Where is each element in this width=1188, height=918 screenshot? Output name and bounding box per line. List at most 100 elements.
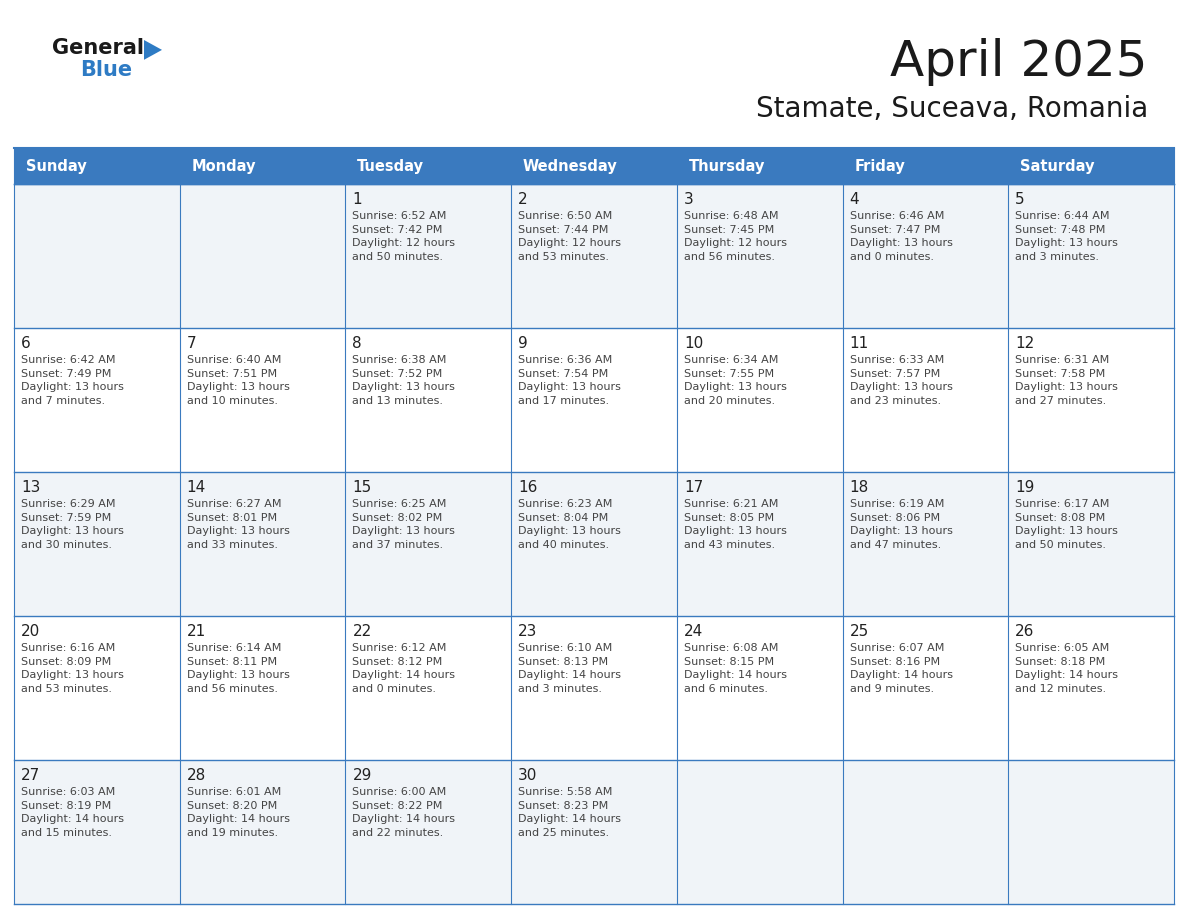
Text: 20: 20	[21, 624, 40, 639]
Text: Sunrise: 6:12 AM
Sunset: 8:12 PM
Daylight: 14 hours
and 0 minutes.: Sunrise: 6:12 AM Sunset: 8:12 PM Dayligh…	[353, 643, 455, 694]
Bar	[842, 148, 1009, 184]
Text: Sunrise: 6:38 AM
Sunset: 7:52 PM
Daylight: 13 hours
and 13 minutes.: Sunrise: 6:38 AM Sunset: 7:52 PM Dayligh…	[353, 355, 455, 406]
Bar	[14, 472, 179, 616]
Text: Friday: Friday	[854, 159, 905, 174]
Bar	[179, 328, 346, 472]
Bar	[1009, 472, 1174, 616]
Text: 15: 15	[353, 480, 372, 495]
Text: 1: 1	[353, 192, 362, 207]
Text: 30: 30	[518, 768, 537, 783]
Text: Blue: Blue	[80, 60, 132, 80]
Text: Sunrise: 6:17 AM
Sunset: 8:08 PM
Daylight: 13 hours
and 50 minutes.: Sunrise: 6:17 AM Sunset: 8:08 PM Dayligh…	[1016, 499, 1118, 550]
Text: Sunrise: 6:48 AM
Sunset: 7:45 PM
Daylight: 12 hours
and 56 minutes.: Sunrise: 6:48 AM Sunset: 7:45 PM Dayligh…	[684, 211, 786, 262]
Text: 11: 11	[849, 336, 868, 351]
Text: 16: 16	[518, 480, 537, 495]
Text: Sunrise: 6:21 AM
Sunset: 8:05 PM
Daylight: 13 hours
and 43 minutes.: Sunrise: 6:21 AM Sunset: 8:05 PM Dayligh…	[684, 499, 786, 550]
Bar	[842, 184, 1009, 328]
Bar	[346, 148, 511, 184]
Bar	[1009, 760, 1174, 904]
Text: 29: 29	[353, 768, 372, 783]
Text: 3: 3	[684, 192, 694, 207]
Bar	[179, 472, 346, 616]
Text: 6: 6	[21, 336, 31, 351]
Text: 14: 14	[187, 480, 206, 495]
Bar	[14, 328, 179, 472]
Bar	[677, 148, 842, 184]
Text: 5: 5	[1016, 192, 1025, 207]
Bar	[179, 184, 346, 328]
Text: 21: 21	[187, 624, 206, 639]
Text: 4: 4	[849, 192, 859, 207]
Text: Sunrise: 6:25 AM
Sunset: 8:02 PM
Daylight: 13 hours
and 37 minutes.: Sunrise: 6:25 AM Sunset: 8:02 PM Dayligh…	[353, 499, 455, 550]
Bar	[1009, 184, 1174, 328]
Bar	[179, 616, 346, 760]
Text: Sunrise: 6:19 AM
Sunset: 8:06 PM
Daylight: 13 hours
and 47 minutes.: Sunrise: 6:19 AM Sunset: 8:06 PM Dayligh…	[849, 499, 953, 550]
Text: 7: 7	[187, 336, 196, 351]
Text: Sunrise: 6:10 AM
Sunset: 8:13 PM
Daylight: 14 hours
and 3 minutes.: Sunrise: 6:10 AM Sunset: 8:13 PM Dayligh…	[518, 643, 621, 694]
Text: 17: 17	[684, 480, 703, 495]
Text: Sunrise: 6:36 AM
Sunset: 7:54 PM
Daylight: 13 hours
and 17 minutes.: Sunrise: 6:36 AM Sunset: 7:54 PM Dayligh…	[518, 355, 621, 406]
Text: Stamate, Suceava, Romania: Stamate, Suceava, Romania	[756, 95, 1148, 123]
Bar	[346, 184, 511, 328]
Bar	[346, 472, 511, 616]
Text: 9: 9	[518, 336, 527, 351]
Text: Sunrise: 6:46 AM
Sunset: 7:47 PM
Daylight: 13 hours
and 0 minutes.: Sunrise: 6:46 AM Sunset: 7:47 PM Dayligh…	[849, 211, 953, 262]
Text: 8: 8	[353, 336, 362, 351]
Bar	[346, 328, 511, 472]
Text: Sunrise: 6:16 AM
Sunset: 8:09 PM
Daylight: 13 hours
and 53 minutes.: Sunrise: 6:16 AM Sunset: 8:09 PM Dayligh…	[21, 643, 124, 694]
Text: 26: 26	[1016, 624, 1035, 639]
Text: 18: 18	[849, 480, 868, 495]
Text: Sunrise: 6:31 AM
Sunset: 7:58 PM
Daylight: 13 hours
and 27 minutes.: Sunrise: 6:31 AM Sunset: 7:58 PM Dayligh…	[1016, 355, 1118, 406]
Text: 27: 27	[21, 768, 40, 783]
Text: Sunrise: 6:50 AM
Sunset: 7:44 PM
Daylight: 12 hours
and 53 minutes.: Sunrise: 6:50 AM Sunset: 7:44 PM Dayligh…	[518, 211, 621, 262]
Text: Sunrise: 6:00 AM
Sunset: 8:22 PM
Daylight: 14 hours
and 22 minutes.: Sunrise: 6:00 AM Sunset: 8:22 PM Dayligh…	[353, 787, 455, 838]
Bar	[677, 328, 842, 472]
Polygon shape	[144, 40, 162, 60]
Bar	[677, 184, 842, 328]
Bar	[14, 148, 179, 184]
Bar	[842, 328, 1009, 472]
Text: Wednesday: Wednesday	[523, 159, 618, 174]
Text: 24: 24	[684, 624, 703, 639]
Bar	[842, 760, 1009, 904]
Text: 2: 2	[518, 192, 527, 207]
Text: 13: 13	[21, 480, 40, 495]
Bar	[677, 616, 842, 760]
Text: Sunrise: 6:34 AM
Sunset: 7:55 PM
Daylight: 13 hours
and 20 minutes.: Sunrise: 6:34 AM Sunset: 7:55 PM Dayligh…	[684, 355, 786, 406]
Bar	[677, 472, 842, 616]
Bar	[14, 760, 179, 904]
Text: 10: 10	[684, 336, 703, 351]
Text: Sunrise: 6:03 AM
Sunset: 8:19 PM
Daylight: 14 hours
and 15 minutes.: Sunrise: 6:03 AM Sunset: 8:19 PM Dayligh…	[21, 787, 124, 838]
Text: Sunrise: 6:44 AM
Sunset: 7:48 PM
Daylight: 13 hours
and 3 minutes.: Sunrise: 6:44 AM Sunset: 7:48 PM Dayligh…	[1016, 211, 1118, 262]
Text: 25: 25	[849, 624, 868, 639]
Bar	[511, 760, 677, 904]
Bar	[511, 472, 677, 616]
Text: Sunrise: 6:23 AM
Sunset: 8:04 PM
Daylight: 13 hours
and 40 minutes.: Sunrise: 6:23 AM Sunset: 8:04 PM Dayligh…	[518, 499, 621, 550]
Bar	[14, 184, 179, 328]
Bar	[511, 184, 677, 328]
Text: Sunrise: 6:52 AM
Sunset: 7:42 PM
Daylight: 12 hours
and 50 minutes.: Sunrise: 6:52 AM Sunset: 7:42 PM Dayligh…	[353, 211, 455, 262]
Text: General: General	[52, 38, 144, 58]
Text: Sunrise: 6:01 AM
Sunset: 8:20 PM
Daylight: 14 hours
and 19 minutes.: Sunrise: 6:01 AM Sunset: 8:20 PM Dayligh…	[187, 787, 290, 838]
Bar	[1009, 328, 1174, 472]
Bar	[14, 616, 179, 760]
Text: 12: 12	[1016, 336, 1035, 351]
Text: 28: 28	[187, 768, 206, 783]
Text: Sunrise: 6:27 AM
Sunset: 8:01 PM
Daylight: 13 hours
and 33 minutes.: Sunrise: 6:27 AM Sunset: 8:01 PM Dayligh…	[187, 499, 290, 550]
Text: Thursday: Thursday	[689, 159, 765, 174]
Text: Saturday: Saturday	[1019, 159, 1094, 174]
Bar	[842, 472, 1009, 616]
Bar	[346, 760, 511, 904]
Text: Sunrise: 6:07 AM
Sunset: 8:16 PM
Daylight: 14 hours
and 9 minutes.: Sunrise: 6:07 AM Sunset: 8:16 PM Dayligh…	[849, 643, 953, 694]
Text: Tuesday: Tuesday	[358, 159, 424, 174]
Text: 23: 23	[518, 624, 537, 639]
Text: 19: 19	[1016, 480, 1035, 495]
Text: Sunrise: 6:29 AM
Sunset: 7:59 PM
Daylight: 13 hours
and 30 minutes.: Sunrise: 6:29 AM Sunset: 7:59 PM Dayligh…	[21, 499, 124, 550]
Bar	[842, 616, 1009, 760]
Text: Monday: Monday	[191, 159, 255, 174]
Bar	[677, 760, 842, 904]
Text: Sunrise: 6:08 AM
Sunset: 8:15 PM
Daylight: 14 hours
and 6 minutes.: Sunrise: 6:08 AM Sunset: 8:15 PM Dayligh…	[684, 643, 786, 694]
Text: 22: 22	[353, 624, 372, 639]
Bar	[511, 616, 677, 760]
Text: Sunrise: 6:40 AM
Sunset: 7:51 PM
Daylight: 13 hours
and 10 minutes.: Sunrise: 6:40 AM Sunset: 7:51 PM Dayligh…	[187, 355, 290, 406]
